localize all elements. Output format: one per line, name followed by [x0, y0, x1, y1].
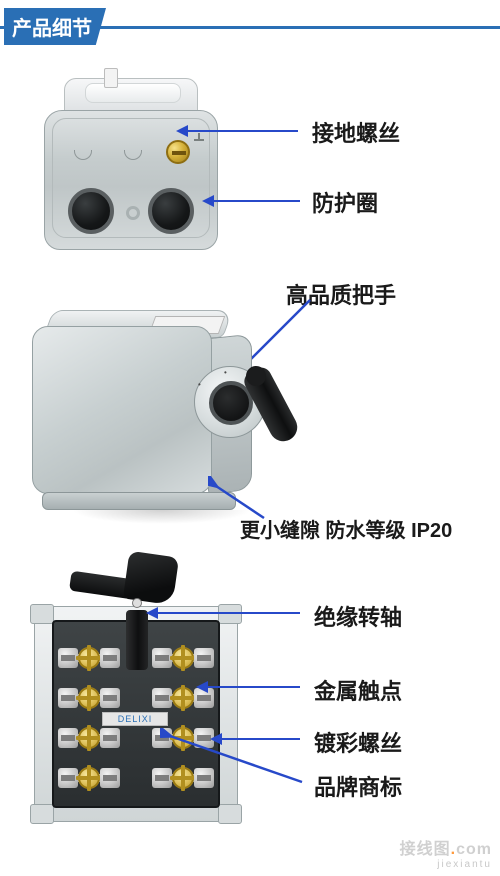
- terminal-nut: [194, 648, 214, 668]
- callout-arrow-guard-ring: [206, 200, 300, 202]
- terminal-nut: [58, 688, 78, 708]
- detail-section-top-view: 接地螺丝 防护圈: [0, 60, 500, 290]
- terminal-nut: [58, 768, 78, 788]
- brass-contact-gear-icon: [78, 767, 100, 789]
- callout-arrow-metal-contact: [200, 686, 300, 688]
- mounting-ear-tr: [218, 604, 242, 624]
- terminal-nut: [100, 648, 120, 668]
- mounting-ear-br: [218, 804, 242, 824]
- insulated-handle-assembly: [70, 554, 176, 598]
- callout-label-gap-waterproof: 更小缝隙 防水等级 IP20: [240, 514, 452, 543]
- terminal-nut: [152, 648, 172, 668]
- brass-contact-gear-icon: [78, 687, 100, 709]
- contact-pair: [58, 642, 120, 672]
- contact-pair: [58, 682, 120, 712]
- device-top-knob: [104, 68, 118, 88]
- device-front-body: [32, 326, 212, 494]
- callout-arrow-brand-logo: [160, 728, 320, 798]
- contact-pair: [58, 762, 120, 792]
- callout-arrow-insul-shaft: [150, 612, 300, 614]
- detail-section-internal-view: DELIXI: [0, 550, 500, 876]
- brass-contact-gear-icon: [78, 647, 100, 669]
- watermark-line1a: 接线图: [400, 841, 451, 858]
- brass-contact-gear-icon: [78, 727, 100, 749]
- header-title-tab: 产品细节: [4, 8, 106, 45]
- ground-screw: [166, 140, 190, 164]
- center-hole: [126, 206, 140, 220]
- detail-section-handle-view: 高品质把手 ••• 更小缝隙 防水等级 IP20: [0, 290, 500, 550]
- callout-label-guard-ring: 防护圈: [312, 186, 378, 218]
- guard-ring-left: [68, 188, 114, 234]
- terminal-nut: [58, 728, 78, 748]
- device-top-view: [44, 78, 218, 258]
- callout-label-brand-logo: 品牌商标: [314, 770, 402, 802]
- mounting-ear-tl: [30, 604, 54, 624]
- terminal-nut: [100, 688, 120, 708]
- contact-row: [58, 642, 214, 672]
- handle-grip: [123, 551, 179, 605]
- terminal-nut: [100, 768, 120, 788]
- terminal-nut: [58, 648, 78, 668]
- terminal-nut: [100, 728, 120, 748]
- callout-label-insul-shaft: 绝缘转轴: [314, 600, 402, 632]
- brass-contact-gear-icon: [172, 647, 194, 669]
- watermark-line2: jiexiantu: [400, 859, 492, 870]
- callout-label-ground-screw: 接地螺丝: [312, 116, 400, 148]
- terminal-nut: [152, 688, 172, 708]
- device-front-base: [42, 492, 236, 510]
- watermark: 接线图.com jiexiantu: [400, 841, 492, 870]
- callout-label-metal-contact: 金属触点: [314, 674, 402, 706]
- contact-pair: [152, 642, 214, 672]
- mounting-ear-bl: [30, 804, 54, 824]
- callout-arrow-ground-screw: [180, 130, 298, 132]
- callout-label-color-screw: 镀彩螺丝: [314, 726, 402, 758]
- ground-symbol-icon: [194, 133, 204, 147]
- contact-pair: [58, 722, 120, 752]
- watermark-line1c: com: [456, 841, 492, 858]
- guard-ring-right: [148, 188, 194, 234]
